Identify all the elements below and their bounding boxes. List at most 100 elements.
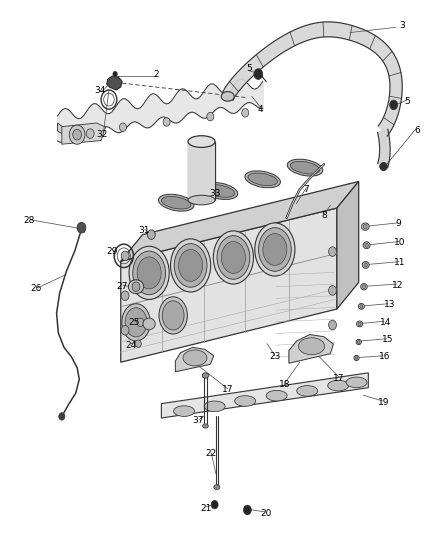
Ellipse shape [235,395,256,406]
Text: 37: 37 [192,416,204,425]
Text: 13: 13 [384,300,395,309]
Text: 25: 25 [128,318,140,327]
Ellipse shape [202,182,238,199]
Text: 10: 10 [395,238,406,247]
Ellipse shape [188,195,215,205]
Circle shape [132,282,140,292]
Ellipse shape [159,297,187,334]
Text: 2: 2 [153,70,159,78]
Circle shape [137,318,144,327]
Ellipse shape [361,223,369,230]
Circle shape [390,100,398,110]
Ellipse shape [143,318,155,330]
Polygon shape [62,123,106,144]
Ellipse shape [360,284,367,290]
Text: 6: 6 [415,126,420,135]
Circle shape [76,128,83,136]
Ellipse shape [129,246,169,300]
Circle shape [380,163,387,171]
Circle shape [364,263,367,267]
Ellipse shape [287,159,323,176]
Circle shape [211,500,218,509]
Ellipse shape [125,308,147,337]
Ellipse shape [328,380,349,391]
Text: 9: 9 [395,220,401,229]
Polygon shape [121,208,337,362]
Text: 19: 19 [378,398,390,407]
Ellipse shape [263,233,287,265]
Text: 33: 33 [209,189,220,198]
Text: 22: 22 [205,449,217,458]
Text: 3: 3 [399,21,405,30]
Circle shape [328,247,336,256]
Circle shape [328,286,336,295]
Polygon shape [121,181,359,261]
Circle shape [113,71,117,77]
Ellipse shape [188,136,215,148]
Circle shape [242,109,249,117]
Circle shape [365,243,368,247]
Circle shape [360,305,363,308]
Ellipse shape [346,377,367,387]
Circle shape [120,123,127,132]
Ellipse shape [221,92,234,101]
Ellipse shape [266,390,287,401]
Circle shape [357,341,360,344]
Circle shape [207,112,214,121]
Text: 34: 34 [95,85,106,94]
Text: 15: 15 [382,335,394,344]
Circle shape [254,69,263,79]
Text: 31: 31 [138,226,150,235]
Ellipse shape [297,385,318,396]
Circle shape [148,230,155,239]
Polygon shape [175,348,214,372]
Text: 26: 26 [31,284,42,293]
Circle shape [244,505,251,515]
Text: 14: 14 [380,318,392,327]
Circle shape [69,125,85,144]
Polygon shape [337,181,359,309]
Ellipse shape [179,249,203,281]
Ellipse shape [255,223,295,276]
Polygon shape [188,142,215,200]
Circle shape [364,224,367,229]
Text: 28: 28 [23,216,35,225]
Text: 20: 20 [261,509,272,518]
Circle shape [77,222,86,233]
Text: 17: 17 [222,385,233,394]
Text: 32: 32 [96,130,108,139]
Text: 24: 24 [125,341,136,350]
Circle shape [328,320,336,330]
Ellipse shape [248,173,277,185]
Text: 21: 21 [200,504,212,513]
Ellipse shape [162,301,184,330]
Ellipse shape [363,242,370,249]
Text: 17: 17 [333,374,345,383]
Ellipse shape [202,373,209,378]
Ellipse shape [204,401,225,411]
Ellipse shape [203,424,208,428]
Ellipse shape [205,185,235,197]
Text: 29: 29 [106,247,118,256]
Text: 8: 8 [321,212,327,221]
Polygon shape [289,335,333,364]
Ellipse shape [214,484,220,489]
Text: 5: 5 [404,97,410,106]
Ellipse shape [173,406,194,416]
Circle shape [121,251,129,261]
Polygon shape [57,123,66,136]
Ellipse shape [170,239,211,292]
Circle shape [362,285,366,288]
Ellipse shape [133,251,166,295]
Polygon shape [378,130,390,168]
Text: 7: 7 [304,185,309,194]
Ellipse shape [162,196,191,209]
Circle shape [358,322,361,326]
Ellipse shape [122,304,150,341]
Ellipse shape [357,321,363,327]
Ellipse shape [358,303,364,309]
Ellipse shape [362,262,369,268]
Text: 4: 4 [258,105,263,114]
Circle shape [163,118,170,126]
Ellipse shape [174,244,207,287]
